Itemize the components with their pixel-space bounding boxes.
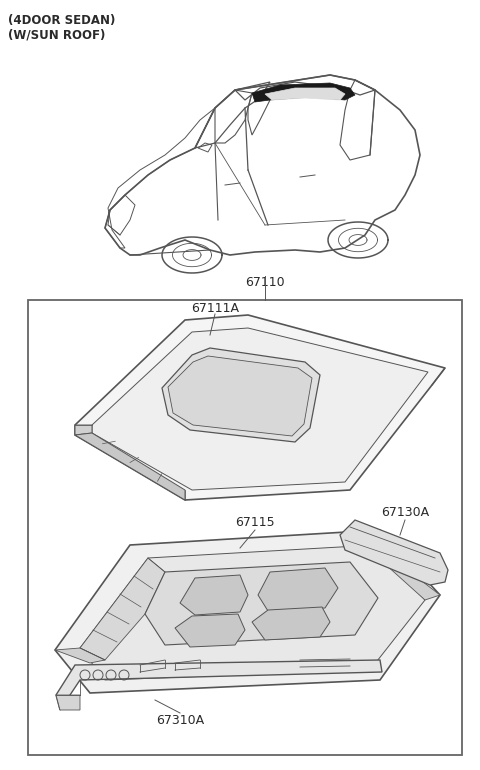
Polygon shape (92, 328, 428, 490)
Text: 67110: 67110 (245, 276, 285, 289)
Text: 67130A: 67130A (381, 507, 429, 520)
Polygon shape (265, 88, 345, 100)
Polygon shape (75, 315, 445, 500)
Polygon shape (162, 348, 320, 442)
Polygon shape (75, 425, 92, 435)
Text: 67310A: 67310A (156, 714, 204, 727)
Polygon shape (145, 562, 378, 645)
Polygon shape (168, 356, 312, 436)
Polygon shape (252, 83, 355, 102)
Bar (28, 300, 462, 755)
Polygon shape (180, 575, 248, 615)
Text: (W/SUN ROOF): (W/SUN ROOF) (8, 28, 106, 41)
Polygon shape (55, 648, 105, 663)
Polygon shape (55, 530, 440, 693)
Text: (4DOOR SEDAN): (4DOOR SEDAN) (8, 14, 115, 27)
Polygon shape (80, 558, 165, 660)
Polygon shape (340, 520, 448, 585)
Polygon shape (75, 433, 185, 500)
Polygon shape (375, 545, 440, 600)
Polygon shape (56, 660, 382, 710)
Polygon shape (175, 614, 245, 647)
Polygon shape (252, 607, 330, 640)
Polygon shape (56, 695, 80, 710)
Text: 67111A: 67111A (191, 302, 239, 314)
Text: 67115: 67115 (235, 517, 275, 530)
Polygon shape (80, 545, 425, 680)
Polygon shape (258, 568, 338, 611)
